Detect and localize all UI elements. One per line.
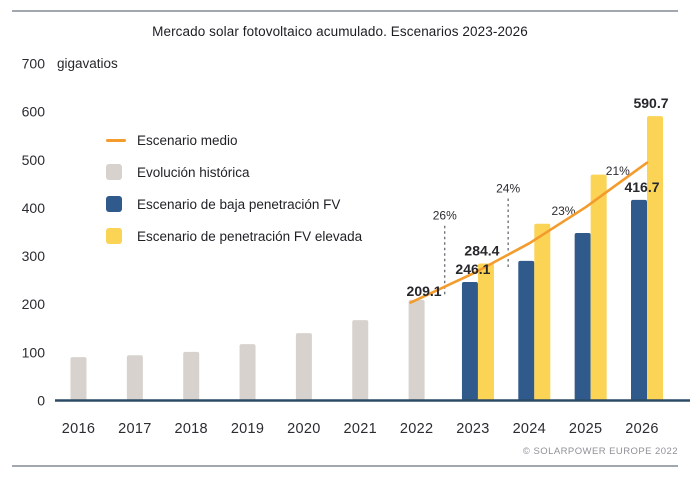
growth-label-24%: 24% bbox=[496, 181, 520, 195]
value-label-590.7: 590.7 bbox=[633, 95, 668, 111]
bar-high-scenario-2023 bbox=[477, 263, 494, 401]
legend-square-swatch-icon bbox=[106, 196, 122, 212]
bar-historical-2020 bbox=[295, 333, 312, 401]
x-tick-2016: 2016 bbox=[62, 421, 95, 437]
legend-item-label: Evolución histórica bbox=[137, 164, 250, 180]
legend-item-0: Escenario medio bbox=[106, 132, 362, 148]
legend-item-1: Evolución histórica bbox=[106, 164, 362, 180]
legend-item-2: Escenario de baja penetración FV bbox=[106, 196, 362, 212]
y-tick-500: 500 bbox=[22, 152, 46, 168]
bar-low-scenario-2023 bbox=[461, 282, 478, 401]
y-tick-200: 200 bbox=[22, 296, 46, 312]
legend: Escenario medio Evolución histórica Escena… bbox=[106, 132, 362, 260]
x-tick-2026: 2026 bbox=[625, 421, 658, 437]
x-tick-2019: 2019 bbox=[231, 421, 264, 437]
y-tick-600: 600 bbox=[22, 104, 46, 120]
y-tick-100: 100 bbox=[22, 344, 46, 360]
value-label-246.1: 246.1 bbox=[455, 261, 490, 277]
legend-square-swatch-icon bbox=[106, 164, 122, 180]
y-tick-700: 700 bbox=[22, 55, 46, 71]
bar-historical-2018 bbox=[183, 351, 200, 401]
value-label-416.7: 416.7 bbox=[624, 179, 659, 195]
x-tick-2017: 2017 bbox=[118, 421, 151, 437]
x-tick-2024: 2024 bbox=[513, 421, 546, 437]
legend-item-label: Escenario de baja penetración FV bbox=[137, 196, 341, 212]
x-tick-2018: 2018 bbox=[174, 421, 207, 437]
bar-high-scenario-2025 bbox=[590, 174, 607, 401]
copyright-note: © SOLARPOWER EUROPE 2022 bbox=[522, 446, 678, 457]
value-label-284.4: 284.4 bbox=[464, 243, 499, 259]
growth-label-23%: 23% bbox=[551, 204, 575, 218]
bar-high-scenario-2026 bbox=[647, 116, 663, 401]
legend-line-swatch-icon bbox=[106, 138, 126, 142]
bar-historical-2019 bbox=[239, 344, 256, 401]
y-tick-0: 0 bbox=[37, 393, 45, 409]
growth-label-26%: 26% bbox=[433, 209, 457, 223]
y-tick-300: 300 bbox=[22, 248, 46, 264]
legend-square-swatch-icon bbox=[106, 228, 122, 244]
x-tick-2025: 2025 bbox=[569, 421, 602, 437]
x-tick-2022: 2022 bbox=[400, 421, 433, 437]
legend-item-label: Escenario de penetración FV elevada bbox=[137, 228, 363, 244]
bar-low-scenario-2024 bbox=[518, 260, 535, 401]
x-tick-2023: 2023 bbox=[456, 421, 489, 437]
top-divider bbox=[12, 10, 678, 12]
bar-historical-2016 bbox=[70, 357, 87, 401]
y-axis-unit-label: gigavatios bbox=[57, 56, 118, 71]
x-tick-2020: 2020 bbox=[287, 421, 320, 437]
growth-label-21%: 21% bbox=[606, 164, 630, 178]
legend-item-3: Escenario de penetración FV elevada bbox=[106, 228, 362, 244]
value-label-209.1: 209.1 bbox=[407, 283, 442, 299]
y-tick-400: 400 bbox=[22, 200, 46, 216]
bar-low-scenario-2026 bbox=[631, 199, 647, 401]
medium-scenario-line bbox=[409, 161, 649, 304]
legend-item-label: Escenario medio bbox=[137, 132, 238, 148]
bar-historical-2017 bbox=[126, 355, 143, 401]
x-tick-2021: 2021 bbox=[344, 421, 377, 437]
bar-historical-2022 bbox=[408, 299, 425, 401]
bottom-divider bbox=[12, 465, 678, 467]
bar-low-scenario-2025 bbox=[574, 232, 591, 401]
chart-title: Mercado solar fotovoltaico acumulado. Es… bbox=[152, 24, 528, 39]
bar-historical-2021 bbox=[352, 320, 369, 401]
bar-high-scenario-2024 bbox=[534, 223, 551, 401]
